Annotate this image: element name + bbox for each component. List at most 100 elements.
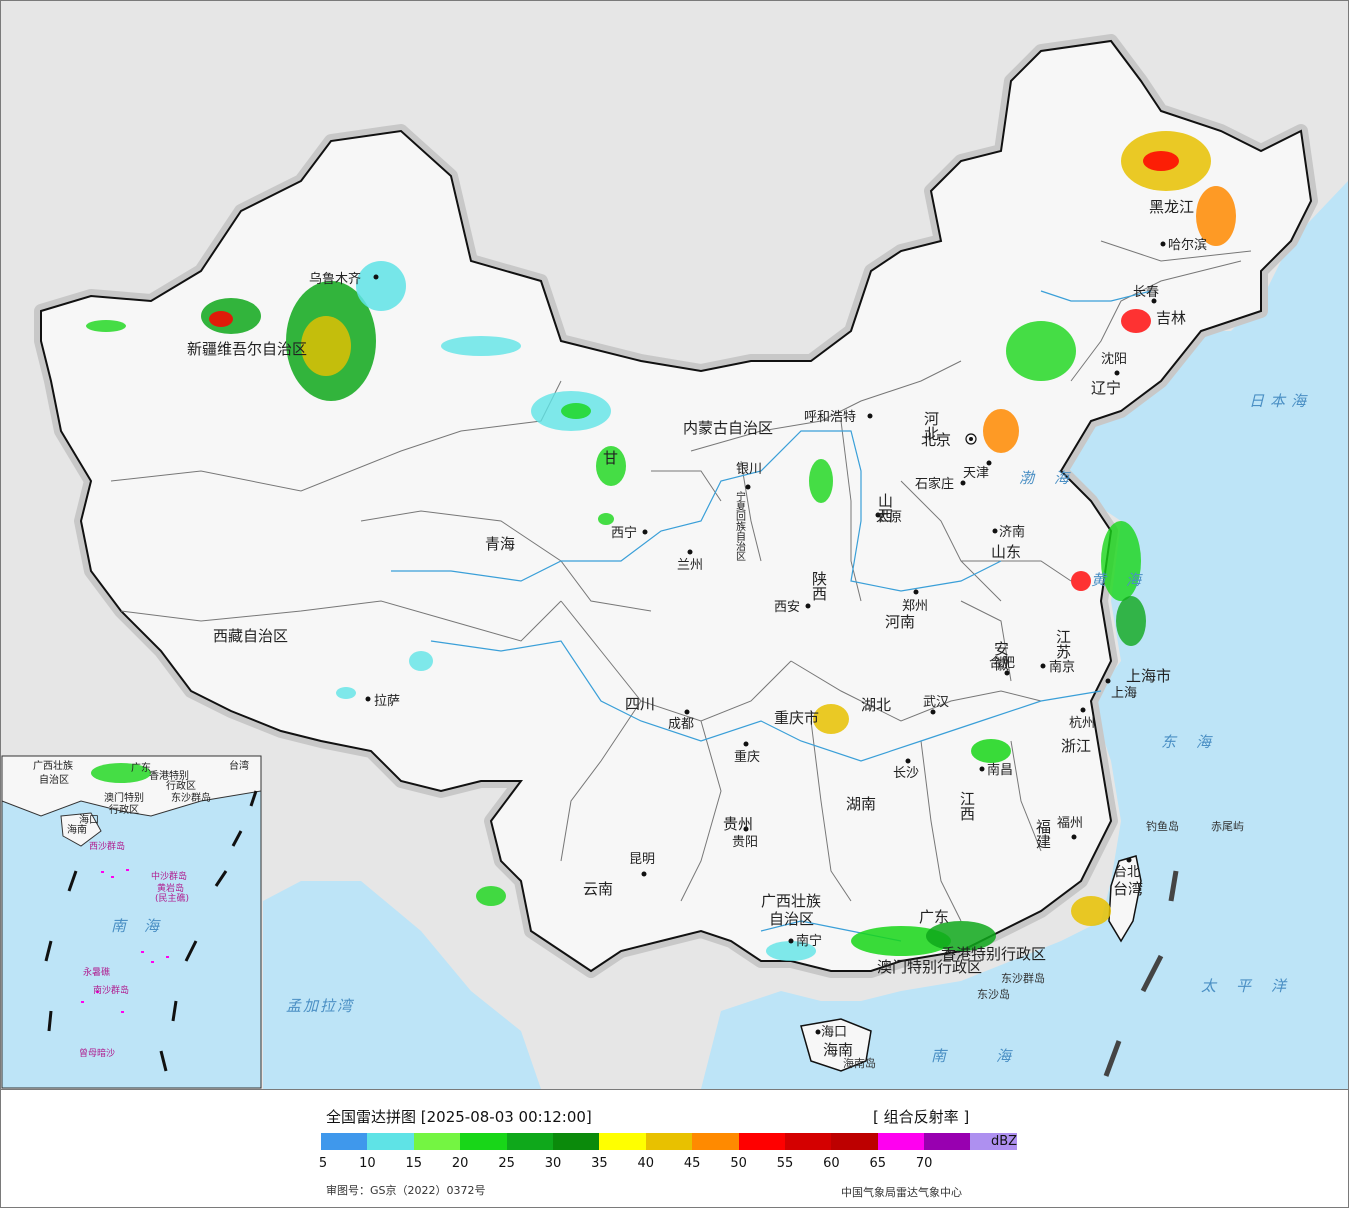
scale-tick-label: 10 — [359, 1156, 376, 1171]
city-hohhot: 呼和浩特 — [804, 410, 856, 425]
city-taipei: 台北 — [1114, 865, 1140, 880]
legend-title: 全国雷达拼图 [2025-08-03 00:12:00] — [326, 1108, 592, 1126]
city-taiyuan: 太原 — [876, 510, 902, 525]
scale-tick-label: 55 — [776, 1156, 794, 1171]
city-shanghai: 上海 — [1111, 686, 1137, 701]
scale-tick-label: 50 — [730, 1156, 747, 1171]
province-hebei: 河北 — [922, 411, 940, 441]
city-haikou: 海口 — [821, 1025, 847, 1040]
color-scale-ticks: 5 10 15 20 25 30 35 40 45 50 55 60 65 70 — [1, 1156, 1001, 1176]
color-swatch — [460, 1133, 507, 1150]
city-harbin: 哈尔滨 — [1168, 237, 1207, 253]
island-chiwei: 赤尾屿 — [1211, 820, 1244, 833]
province-hunan: 湖南 — [846, 795, 876, 813]
scale-tick-label: 60 — [823, 1156, 840, 1171]
city-wuhan: 武汉 — [923, 695, 949, 710]
inset-label-guangdong: 广东 — [131, 761, 151, 774]
province-shanghai-muni: 上海市 — [1126, 667, 1171, 685]
inset-south-china-sea: 广西壮族 自治区 广东 台湾 香港特别 行政区 澳门特别 行政区 东沙群岛 海口… — [1, 755, 262, 1089]
color-swatch — [599, 1133, 646, 1150]
inset-label-zizhiqu: 自治区 — [39, 773, 69, 786]
city-changchun: 长春 — [1133, 285, 1159, 300]
province-shaanxi: 陕西 — [810, 571, 828, 601]
province-yunnan: 云南 — [583, 880, 613, 898]
radar-map[interactable]: 乌鲁木齐 拉萨 西宁 兰州 银川 呼和浩特 北京 天津 石家庄 太原 济南 郑州… — [1, 1, 1348, 1089]
color-swatch — [552, 1133, 600, 1150]
inset-label-xisha: 西沙群岛 — [89, 840, 125, 852]
legend-product: [ 组合反射率 ] — [873, 1108, 970, 1126]
inset-label-huangyan: 黄岩岛 — [157, 882, 184, 894]
sea-huanghai: 黄海 — [1091, 571, 1161, 589]
island-diaoyu: 钓鱼岛 — [1146, 819, 1179, 833]
sea-pacific-area — [701, 181, 1348, 1089]
city-beijing: 北京 — [921, 431, 951, 449]
province-qinghai: 青海 — [485, 535, 515, 553]
scale-tick-label: 70 — [915, 1156, 933, 1171]
city-kunming: 昆明 — [629, 852, 655, 867]
rivers — [391, 290, 1152, 942]
province-jilin: 吉林 — [1156, 309, 1186, 327]
color-swatch — [924, 1133, 971, 1150]
province-guangxi-1: 广西壮族 — [761, 892, 821, 910]
province-taiwan: 台湾 — [1113, 880, 1143, 898]
scale-tick-label: 20 — [451, 1156, 469, 1171]
province-zhejiang: 浙江 — [1061, 737, 1091, 755]
province-hubei: 湖北 — [861, 696, 891, 714]
inset-label-haikou: 海口 — [79, 813, 99, 826]
province-shanxi: 山西 — [876, 493, 894, 523]
city-shijiazhuang: 石家庄 — [915, 476, 954, 492]
sea-bengal: 孟加拉湾 — [286, 997, 355, 1015]
city-tianjin: 天津 — [963, 466, 989, 481]
province-shandong: 山东 — [991, 543, 1021, 561]
inset-label-nansha: 南沙群岛 — [93, 984, 129, 996]
province-fujian: 福建 — [1034, 819, 1052, 849]
color-swatch — [413, 1133, 461, 1150]
sea-donghai: 东海 — [1161, 733, 1231, 751]
inset-label-zengmu: 曾母暗沙 — [79, 1047, 115, 1059]
sea-bohai: 渤海 — [1019, 469, 1089, 487]
sea-japan-area — [1201, 301, 1348, 481]
color-swatch — [831, 1133, 878, 1150]
inset-label-macau-1: 澳门特别 — [104, 791, 144, 804]
sea-bengal-area — [263, 881, 541, 1089]
sea-labels: 日本海 渤海 黄海 东海 太平洋 南海 孟加拉湾 钓鱼岛 赤尾屿 东沙群岛 东沙… — [286, 392, 1306, 1070]
scale-tick-label: 30 — [544, 1156, 562, 1171]
city-markers: 乌鲁木齐 拉萨 西宁 兰州 银川 呼和浩特 北京 天津 石家庄 太原 济南 郑州… — [309, 237, 1207, 1040]
province-ningxia: 宁夏回族自治区 — [734, 490, 746, 561]
city-guiyang: 贵阳 — [732, 835, 758, 850]
color-swatch — [970, 1133, 1017, 1150]
legend-unit: dBZ — [991, 1134, 1018, 1149]
city-xining: 西宁 — [611, 525, 637, 541]
city-hefei: 合肥 — [989, 656, 1015, 671]
province-chongqing: 重庆市 — [774, 709, 819, 727]
color-swatch — [645, 1133, 693, 1150]
taiwan-island — [1108, 855, 1142, 943]
province-heilongjiang: 黑龙江 — [1149, 198, 1194, 216]
city-urumqi: 乌鲁木齐 — [309, 271, 361, 287]
scale-tick-label: 25 — [498, 1156, 515, 1171]
data-source: 中国气象局雷达气象中心 — [841, 1186, 962, 1199]
inset-label-taiwan: 台湾 — [229, 759, 249, 772]
city-yinchuan: 银川 — [736, 462, 762, 477]
inset-label-minzhu: (民主礁) — [155, 892, 189, 904]
city-nanjing: 南京 — [1049, 659, 1075, 675]
color-swatch — [506, 1133, 553, 1150]
inset-label-dongsha: 东沙群岛 — [171, 791, 211, 804]
province-hainan: 海南 — [823, 1041, 853, 1059]
island-hainan: 海南岛 — [843, 1056, 876, 1070]
province-anhui: 安徽 — [992, 641, 1010, 671]
city-changsha: 长沙 — [893, 766, 919, 781]
color-swatch — [784, 1133, 832, 1150]
radar-echoes — [86, 131, 1236, 961]
inset-label-hk-1: 香港特别 — [149, 770, 189, 782]
inset-label-yongshu: 永暑礁 — [83, 966, 110, 978]
inset-label-hainan: 海南 — [67, 823, 87, 836]
sea-nanhai: 南海 — [931, 1047, 1061, 1065]
sea-pacific: 太平洋 — [1201, 977, 1306, 995]
scale-tick-label: 15 — [405, 1156, 423, 1171]
inset-label-zhongsha: 中沙群岛 — [151, 870, 187, 882]
island-dongsha: 东沙岛 — [977, 987, 1010, 1001]
province-guangxi-2: 自治区 — [769, 910, 814, 928]
dash-line — [1103, 870, 1179, 1077]
